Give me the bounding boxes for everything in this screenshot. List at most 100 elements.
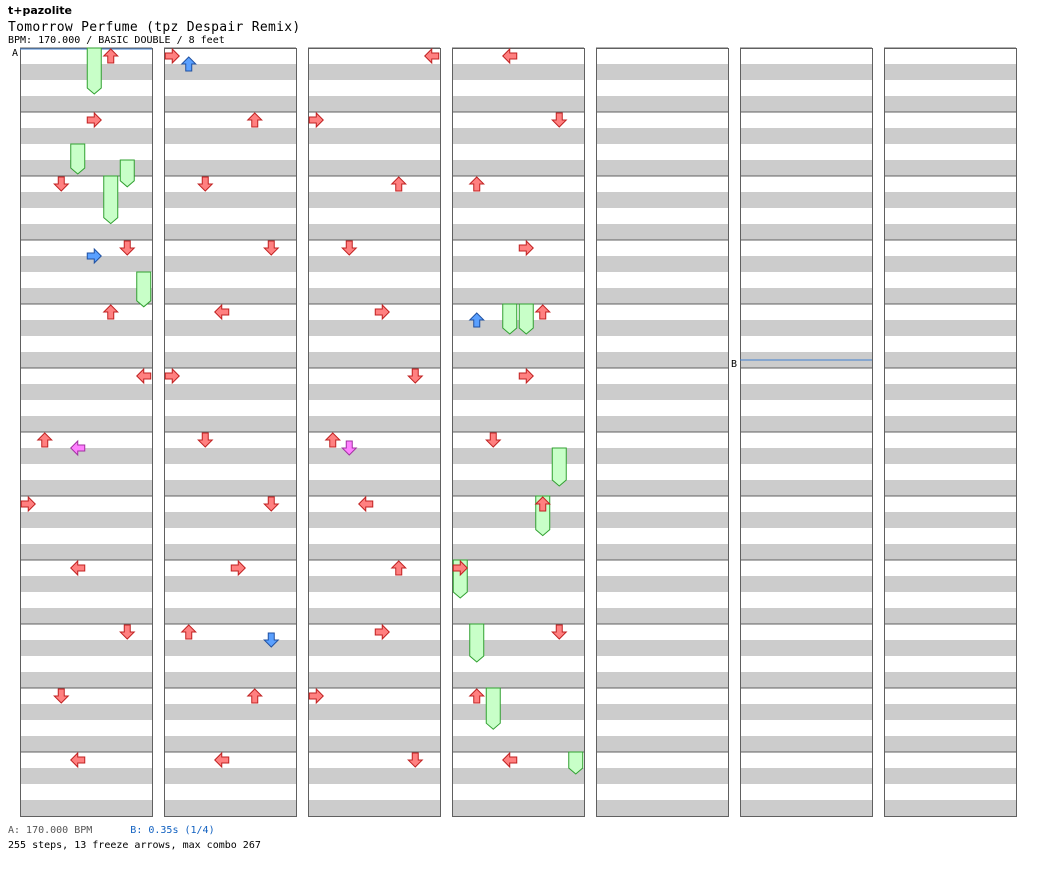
beat-band — [740, 160, 872, 176]
beat-band — [884, 576, 1016, 592]
freeze-arrow — [70, 143, 86, 175]
beat-band — [308, 96, 440, 112]
beat-band — [740, 608, 872, 624]
bpm-b-label: B: 0.35s (1/4) — [130, 825, 215, 836]
beat-band — [452, 192, 584, 208]
beat-band — [20, 736, 152, 752]
beat-band — [884, 704, 1016, 720]
chart-info: BPM: 170.000 / BASIC DOUBLE / 8 feet — [8, 35, 225, 46]
up-arrow-icon — [407, 368, 424, 384]
chart-column — [884, 48, 1017, 817]
beat-band — [308, 64, 440, 80]
beat-band — [740, 448, 872, 464]
beat-band — [308, 192, 440, 208]
beat-band — [740, 192, 872, 208]
beat-band — [164, 608, 296, 624]
beat-band — [164, 352, 296, 368]
beat-band — [20, 608, 152, 624]
beat-band — [884, 800, 1016, 816]
beat-band — [740, 672, 872, 688]
beat-band — [308, 128, 440, 144]
beat-band — [308, 288, 440, 304]
beat-band — [740, 544, 872, 560]
beat-band — [164, 128, 296, 144]
beat-band — [20, 224, 152, 240]
beat-band — [596, 640, 728, 656]
beat-band — [308, 544, 440, 560]
up-arrow-icon — [119, 240, 136, 256]
beat-band — [20, 256, 152, 272]
beat-band — [308, 448, 440, 464]
beat-band — [596, 160, 728, 176]
left-arrow-icon — [164, 367, 180, 385]
beat-band — [164, 320, 296, 336]
down-arrow-icon — [102, 304, 119, 320]
beat-band — [308, 320, 440, 336]
beat-band — [452, 448, 584, 464]
up-arrow-icon — [341, 240, 358, 256]
beat-band — [740, 256, 872, 272]
beat-band — [740, 480, 872, 496]
beat-band — [164, 160, 296, 176]
beat-band — [596, 64, 728, 80]
beat-band — [20, 768, 152, 784]
up-arrow-icon — [341, 440, 358, 456]
beat-band — [20, 64, 152, 80]
beat-band — [308, 672, 440, 688]
bpm-legend: A: 170.000 BPM B: 0.35s (1/4) — [8, 825, 215, 836]
beat-band — [596, 416, 728, 432]
beat-band — [20, 352, 152, 368]
beat-band — [308, 608, 440, 624]
up-arrow-icon — [197, 432, 214, 448]
beat-band — [884, 448, 1016, 464]
beat-band — [740, 64, 872, 80]
beat-band — [596, 544, 728, 560]
beat-band — [452, 128, 584, 144]
freeze-arrow — [568, 751, 584, 775]
up-arrow-icon — [407, 752, 424, 768]
beat-band — [20, 384, 152, 400]
beat-band — [20, 544, 152, 560]
beat-band — [740, 320, 872, 336]
right-arrow-icon — [136, 367, 152, 385]
down-arrow-icon — [534, 496, 551, 512]
freeze-arrow — [551, 447, 567, 487]
beat-band — [740, 288, 872, 304]
beat-band — [164, 480, 296, 496]
beat-band — [164, 288, 296, 304]
left-arrow-icon — [308, 111, 324, 129]
chart-column — [164, 48, 297, 817]
beat-band — [884, 256, 1016, 272]
right-arrow-icon — [214, 751, 230, 769]
right-arrow-icon — [70, 439, 86, 457]
beat-band — [452, 224, 584, 240]
chart-column — [740, 48, 873, 817]
left-arrow-icon — [374, 303, 390, 321]
right-arrow-icon — [70, 559, 86, 577]
chart-column — [308, 48, 441, 817]
beat-band — [308, 224, 440, 240]
left-arrow-icon — [518, 239, 534, 257]
beat-band — [20, 416, 152, 432]
down-arrow-icon — [390, 560, 407, 576]
left-arrow-icon — [86, 247, 102, 265]
marker-b: B — [731, 359, 738, 370]
beat-band — [740, 384, 872, 400]
up-arrow-icon — [119, 624, 136, 640]
beat-band — [164, 192, 296, 208]
beat-band — [308, 512, 440, 528]
beat-band — [20, 800, 152, 816]
beat-band — [884, 320, 1016, 336]
beat-band — [884, 96, 1016, 112]
beat-band — [164, 384, 296, 400]
beat-band — [308, 800, 440, 816]
beat-band — [20, 480, 152, 496]
beat-band — [20, 512, 152, 528]
beat-band — [164, 672, 296, 688]
beat-band — [596, 448, 728, 464]
song-title: Tomorrow Perfume (tpz Despair Remix) — [8, 20, 301, 35]
freeze-arrow — [485, 687, 501, 730]
beat-band — [884, 352, 1016, 368]
chart-column — [452, 48, 585, 817]
